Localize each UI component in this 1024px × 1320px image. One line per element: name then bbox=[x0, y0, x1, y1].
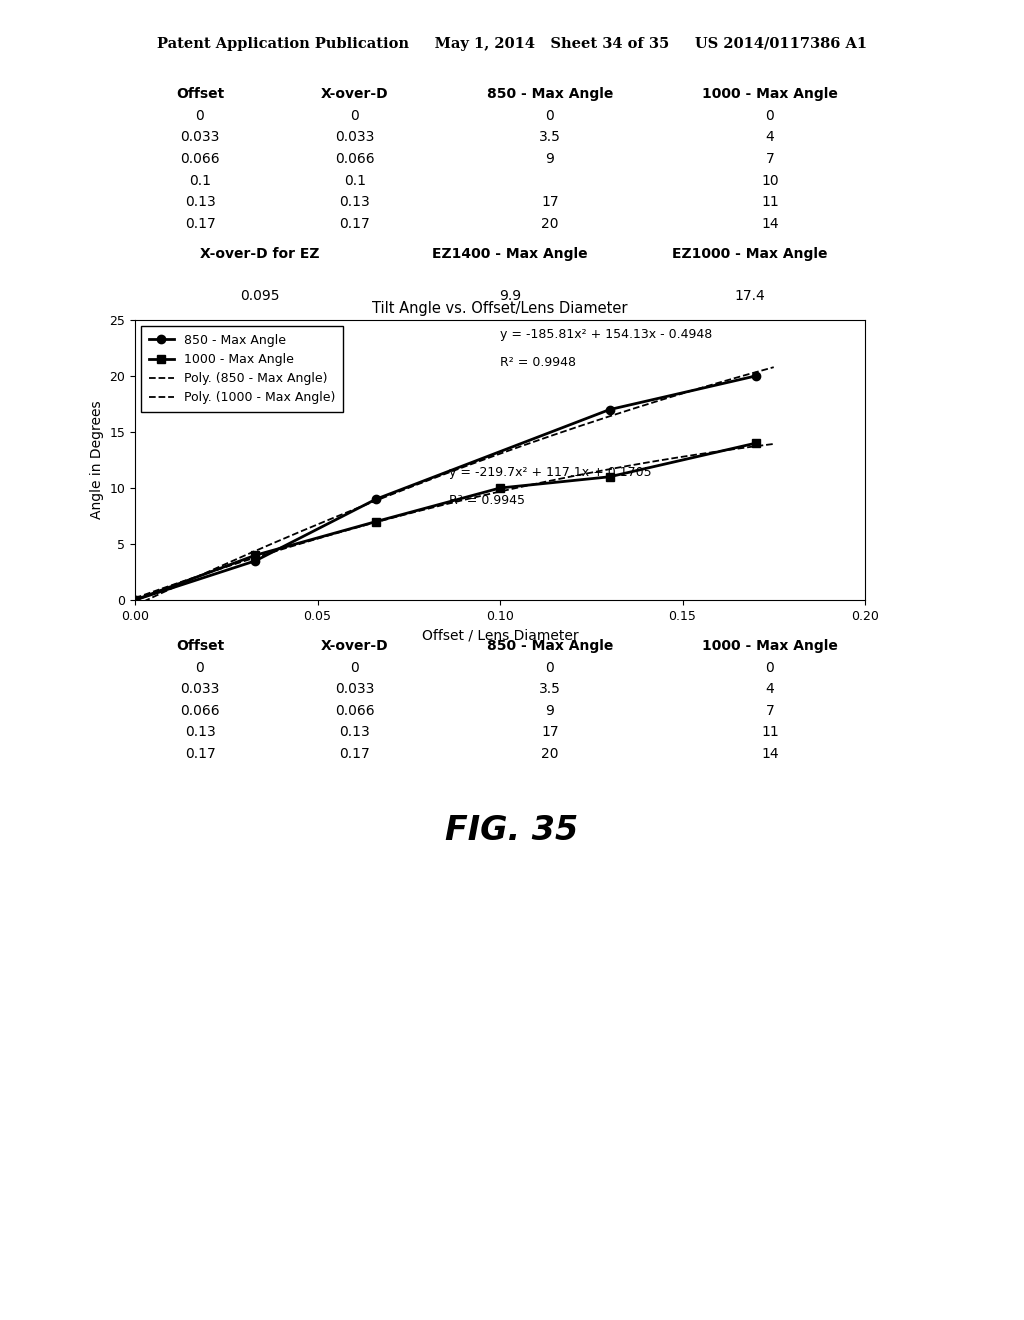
Text: 0.13: 0.13 bbox=[184, 195, 215, 210]
Text: 0.17: 0.17 bbox=[184, 218, 215, 231]
Text: 1000 - Max Angle: 1000 - Max Angle bbox=[702, 87, 838, 100]
Text: y = -219.7x² + 117.1x + 0.1705: y = -219.7x² + 117.1x + 0.1705 bbox=[449, 466, 651, 479]
Text: 850 - Max Angle: 850 - Max Angle bbox=[486, 639, 613, 653]
Text: 3.5: 3.5 bbox=[539, 131, 561, 144]
Text: 17: 17 bbox=[542, 726, 559, 739]
Text: 0.095: 0.095 bbox=[241, 289, 280, 302]
Text: 850 - Max Angle: 850 - Max Angle bbox=[486, 87, 613, 100]
Text: 0.033: 0.033 bbox=[335, 131, 375, 144]
Text: 0: 0 bbox=[546, 660, 554, 675]
Text: 3.5: 3.5 bbox=[539, 682, 561, 696]
Text: 11: 11 bbox=[761, 726, 779, 739]
Text: 0: 0 bbox=[196, 660, 205, 675]
Text: EZ1400 - Max Angle: EZ1400 - Max Angle bbox=[432, 247, 588, 261]
X-axis label: Offset / Lens Diameter: Offset / Lens Diameter bbox=[422, 628, 579, 643]
Text: Offset: Offset bbox=[176, 87, 224, 100]
Text: 9.9: 9.9 bbox=[499, 289, 521, 302]
Text: X-over-D for EZ: X-over-D for EZ bbox=[201, 247, 319, 261]
Text: 0.066: 0.066 bbox=[335, 152, 375, 166]
Text: 0.066: 0.066 bbox=[335, 704, 375, 718]
Text: 4: 4 bbox=[766, 131, 774, 144]
Text: y = -185.81x² + 154.13x - 0.4948: y = -185.81x² + 154.13x - 0.4948 bbox=[500, 329, 713, 342]
Text: 0: 0 bbox=[350, 108, 359, 123]
Text: 0.17: 0.17 bbox=[340, 218, 371, 231]
Text: 0.13: 0.13 bbox=[184, 726, 215, 739]
Legend: 850 - Max Angle, 1000 - Max Angle, Poly. (850 - Max Angle), Poly. (1000 - Max An: 850 - Max Angle, 1000 - Max Angle, Poly.… bbox=[141, 326, 343, 412]
Text: 0.17: 0.17 bbox=[184, 747, 215, 762]
Text: 0: 0 bbox=[196, 108, 205, 123]
Text: 0: 0 bbox=[766, 108, 774, 123]
Text: 0: 0 bbox=[766, 660, 774, 675]
Text: 0.13: 0.13 bbox=[340, 195, 371, 210]
Text: 1000 - Max Angle: 1000 - Max Angle bbox=[702, 639, 838, 653]
Text: 20: 20 bbox=[542, 747, 559, 762]
Text: Offset: Offset bbox=[176, 639, 224, 653]
Text: 17: 17 bbox=[542, 195, 559, 210]
Text: X-over-D: X-over-D bbox=[322, 87, 389, 100]
Text: 0: 0 bbox=[546, 108, 554, 123]
Text: 9: 9 bbox=[546, 152, 554, 166]
Text: EZ1000 - Max Angle: EZ1000 - Max Angle bbox=[672, 247, 827, 261]
Text: 0.1: 0.1 bbox=[189, 174, 211, 187]
Text: 0.13: 0.13 bbox=[340, 726, 371, 739]
Text: 0: 0 bbox=[350, 660, 359, 675]
Text: 7: 7 bbox=[766, 704, 774, 718]
Text: 17.4: 17.4 bbox=[734, 289, 765, 302]
Text: 0.066: 0.066 bbox=[180, 152, 220, 166]
Y-axis label: Angle in Degrees: Angle in Degrees bbox=[90, 401, 103, 519]
Text: 14: 14 bbox=[761, 747, 779, 762]
Text: 9: 9 bbox=[546, 704, 554, 718]
Text: R² = 0.9948: R² = 0.9948 bbox=[500, 356, 575, 370]
Text: 11: 11 bbox=[761, 195, 779, 210]
Text: 20: 20 bbox=[542, 218, 559, 231]
Text: FIG. 35: FIG. 35 bbox=[445, 813, 579, 846]
Text: 7: 7 bbox=[766, 152, 774, 166]
Text: 0.033: 0.033 bbox=[335, 682, 375, 696]
Text: 14: 14 bbox=[761, 218, 779, 231]
Text: 10: 10 bbox=[761, 174, 779, 187]
Text: Patent Application Publication     May 1, 2014   Sheet 34 of 35     US 2014/0117: Patent Application Publication May 1, 20… bbox=[157, 37, 867, 51]
Text: R² = 0.9945: R² = 0.9945 bbox=[449, 494, 525, 507]
Text: 0.17: 0.17 bbox=[340, 747, 371, 762]
Title: Tilt Angle vs. Offset/Lens Diameter: Tilt Angle vs. Offset/Lens Diameter bbox=[373, 301, 628, 315]
Text: 0.033: 0.033 bbox=[180, 131, 220, 144]
Text: 0.033: 0.033 bbox=[180, 682, 220, 696]
Text: 0.066: 0.066 bbox=[180, 704, 220, 718]
Text: 0.1: 0.1 bbox=[344, 174, 366, 187]
Text: 4: 4 bbox=[766, 682, 774, 696]
Text: X-over-D: X-over-D bbox=[322, 639, 389, 653]
